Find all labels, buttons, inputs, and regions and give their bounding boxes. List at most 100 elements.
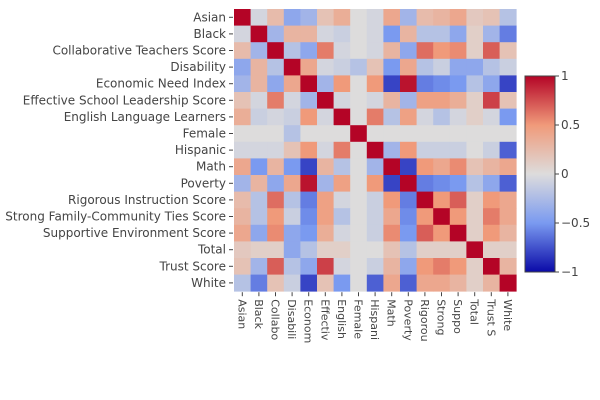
heatmap-cell [333, 75, 351, 93]
colorbar-tick-label: −0.5 [561, 216, 590, 230]
heatmap-cell [333, 9, 351, 26]
heatmap-cell [234, 258, 251, 275]
heatmap-cell [449, 241, 467, 259]
heatmap-cell [333, 158, 351, 176]
heatmap-cell [466, 175, 484, 192]
heatmap-cell [400, 274, 417, 292]
heatmap-cell [483, 25, 500, 43]
heatmap-cell [350, 25, 368, 43]
heatmap-cell [383, 258, 401, 275]
heatmap-cell [400, 258, 417, 275]
heatmap-cell [300, 258, 318, 275]
y-tick-label: English Language Learners [64, 110, 226, 124]
heatmap-cell [416, 42, 434, 60]
heatmap-cell [466, 9, 484, 26]
heatmap-cell [466, 92, 484, 109]
heatmap-cell [250, 92, 268, 109]
heatmap-cell [499, 258, 517, 275]
heatmap-cell [300, 25, 318, 43]
heatmap-cell [250, 158, 268, 176]
heatmap-cell [350, 258, 368, 275]
heatmap-cell [317, 158, 334, 176]
heatmap-cell [350, 75, 368, 93]
heatmap-cell [333, 241, 351, 259]
heatmap-cell [383, 241, 401, 259]
heatmap-cell [433, 241, 451, 259]
heatmap-cell [449, 25, 467, 43]
heatmap-cell [433, 9, 451, 26]
heatmap-cell [483, 274, 500, 292]
heatmap-cell [466, 241, 484, 259]
heatmap-cell [433, 208, 451, 226]
heatmap-cell [317, 125, 334, 143]
heatmap-cell [483, 224, 500, 242]
y-tick-label: Poverty [181, 176, 226, 190]
heatmap-cell [499, 175, 517, 192]
heatmap-cell [267, 158, 285, 176]
heatmap-cell [366, 25, 384, 43]
heatmap-cell [250, 175, 268, 192]
colorbar-tick-label: −1 [561, 265, 579, 279]
heatmap-cell [366, 58, 384, 76]
heatmap-cell [383, 108, 401, 126]
heatmap-cell [234, 92, 251, 109]
heatmap-cell [383, 92, 401, 109]
heatmap-cell [250, 224, 268, 242]
heatmap-cell [267, 175, 285, 192]
x-tick-label: Suppo [451, 299, 464, 334]
heatmap-cell [449, 208, 467, 226]
heatmap-cell [433, 141, 451, 159]
y-tick-label: Trust Score [159, 259, 227, 273]
heatmap-cell [449, 108, 467, 126]
heatmap-cell [416, 274, 434, 292]
heatmap-cell [483, 9, 500, 26]
heatmap-cell [433, 191, 451, 209]
heatmap-cell [350, 241, 368, 259]
heatmap-cell [433, 108, 451, 126]
heatmap-cell [234, 42, 251, 60]
x-tick-label: Math [385, 299, 398, 327]
heatmap-cell [383, 125, 401, 143]
heatmap-cell [400, 75, 417, 93]
heatmap-cell [300, 208, 318, 226]
heatmap-cell [283, 92, 301, 109]
heatmap-cell [383, 191, 401, 209]
heatmap-cell [333, 208, 351, 226]
heatmap-cell [234, 191, 251, 209]
heatmap-cell [283, 9, 301, 26]
heatmap-cell [466, 141, 484, 159]
heatmap-cell [366, 258, 384, 275]
heatmap-cell [333, 141, 351, 159]
heatmap-cell [416, 175, 434, 192]
heatmap-cell [483, 208, 500, 226]
heatmap-cell [283, 274, 301, 292]
heatmap-cell [466, 158, 484, 176]
heatmap-cell [333, 42, 351, 60]
heatmap-cell [350, 191, 368, 209]
heatmap-cell [483, 141, 500, 159]
heatmap-cell [416, 9, 434, 26]
heatmap-cell [449, 75, 467, 93]
heatmap-cell [250, 241, 268, 259]
heatmap-cell [483, 258, 500, 275]
heatmap-cell [267, 25, 285, 43]
heatmap-cells [234, 9, 517, 292]
heatmap-cell [317, 9, 334, 26]
heatmap-cell [250, 141, 268, 159]
heatmap-cell [383, 175, 401, 192]
x-tick-label: Poverty [401, 299, 414, 341]
heatmap-cell [283, 241, 301, 259]
heatmap-cell [499, 92, 517, 109]
heatmap-cell [234, 208, 251, 226]
heatmap-cell [383, 141, 401, 159]
colorbar: 1 0.5 0 −0.5 −1 [524, 69, 590, 279]
heatmap-cell [300, 108, 318, 126]
heatmap-cell [317, 241, 334, 259]
y-tick-label: Disability [170, 60, 226, 74]
heatmap-cell [383, 58, 401, 76]
x-tick-label: Effectiv [318, 299, 331, 341]
y-tick-label: Black [194, 27, 227, 41]
heatmap-cell [416, 92, 434, 109]
heatmap-cell [416, 241, 434, 259]
heatmap-cell [466, 191, 484, 209]
